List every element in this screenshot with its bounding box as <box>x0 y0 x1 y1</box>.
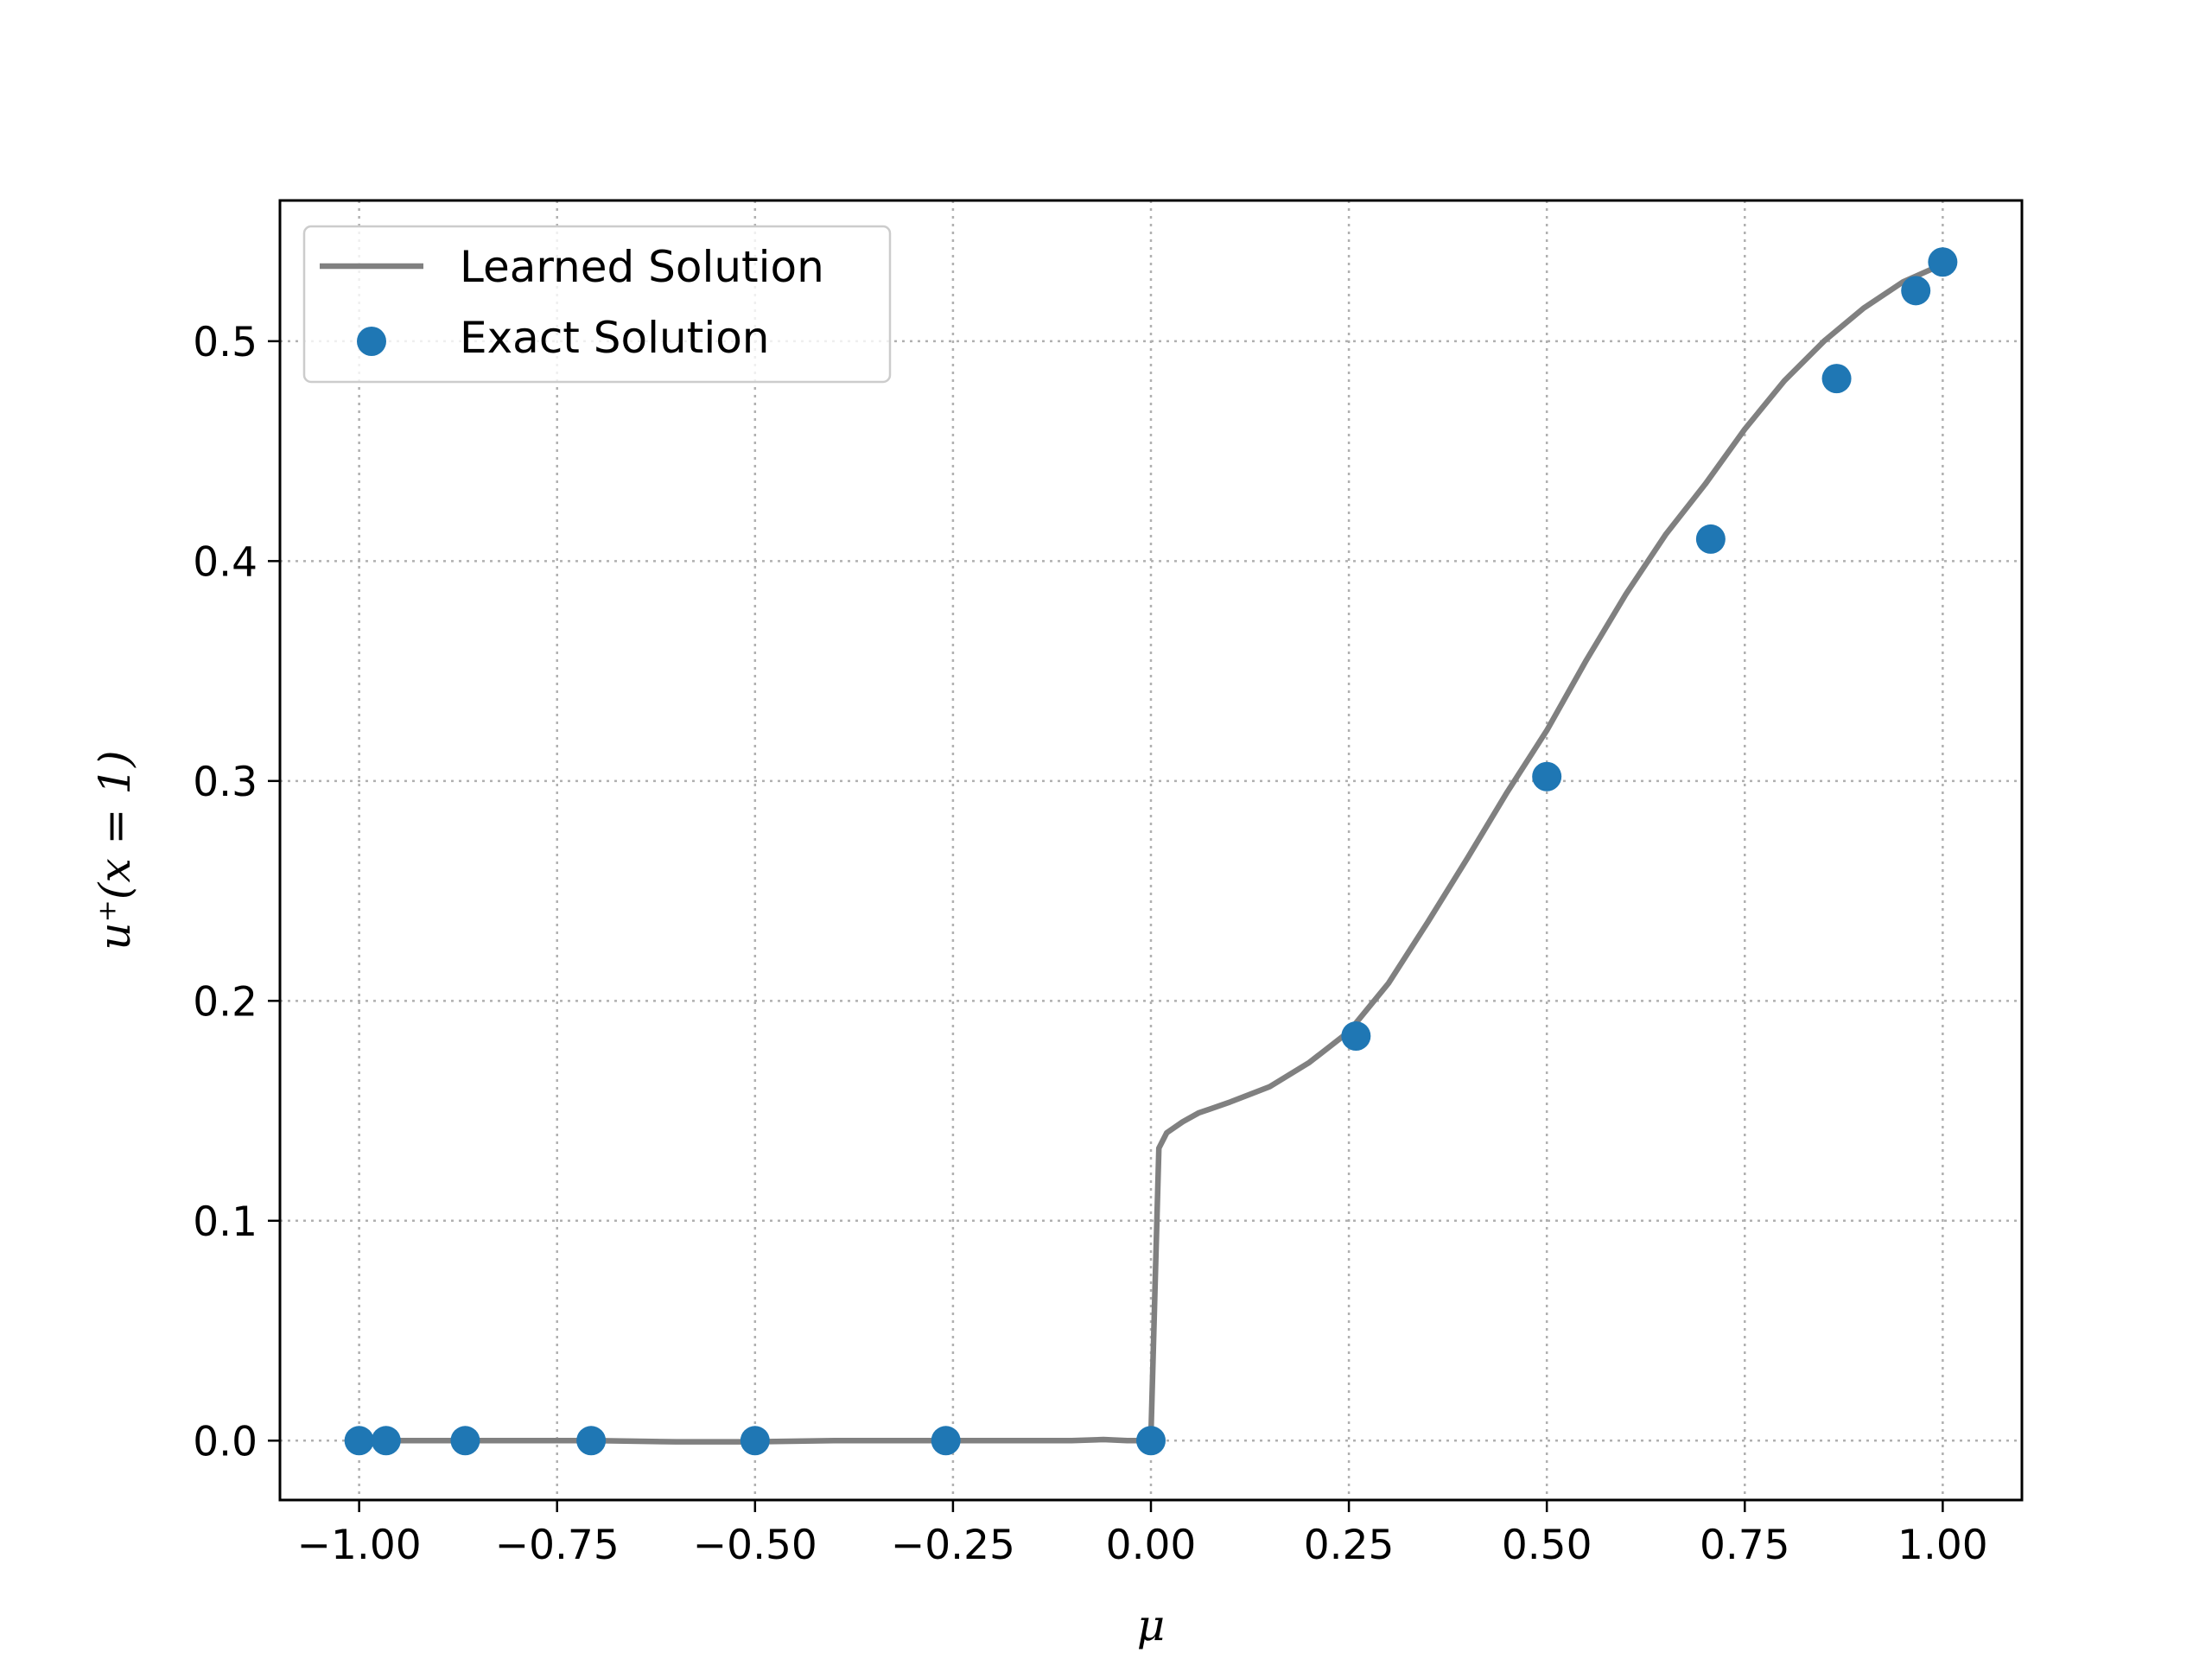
exact-solution-point <box>1821 364 1852 394</box>
x-tick-label: −0.75 <box>495 1522 620 1569</box>
exact-solution-point <box>1928 247 1958 277</box>
x-tick-label: 0.50 <box>1502 1522 1592 1569</box>
y-tick-label: 0.1 <box>193 1198 257 1246</box>
y-tick-label: 0.0 <box>193 1418 257 1465</box>
exact-solution-point <box>1532 761 1562 791</box>
exact-solution-point <box>931 1426 961 1456</box>
x-tick-label: −1.00 <box>297 1522 422 1569</box>
legend-label-learned: Learned Solution <box>460 242 824 292</box>
exact-solution-point <box>371 1426 401 1456</box>
legend: Learned Solution Exact Solution <box>302 225 892 384</box>
legend-label-exact: Exact Solution <box>460 313 770 363</box>
x-tick-label: 0.00 <box>1106 1522 1197 1569</box>
y-axis-label: u⁺(x = 1) <box>90 750 140 950</box>
y-tick-label: 0.5 <box>193 319 257 366</box>
x-axis: −1.00 −0.75 −0.50 −0.25 0.00 0.25 0.50 0.75 1.00 <box>297 1500 1988 1569</box>
exact-solution-point <box>1341 1021 1371 1052</box>
x-tick-label: −0.50 <box>693 1522 817 1569</box>
plot-area <box>344 247 1958 1456</box>
learned-solution-line <box>356 261 1946 1445</box>
exact-solution-point <box>740 1426 770 1456</box>
x-axis-label: μ <box>1137 1600 1166 1650</box>
y-tick-label: 0.3 <box>193 759 257 806</box>
y-tick-label: 0.2 <box>193 978 257 1026</box>
y-tick-label: 0.4 <box>193 538 257 586</box>
legend-box <box>302 225 892 384</box>
exact-solution-point <box>1695 524 1726 554</box>
exact-solution-point <box>1136 1426 1166 1456</box>
x-tick-label: 0.25 <box>1304 1522 1395 1569</box>
exact-solution-point <box>344 1426 374 1456</box>
exact-solution-point <box>450 1426 480 1456</box>
x-tick-label: −0.25 <box>891 1522 1015 1569</box>
legend-marker-swatch <box>357 327 386 356</box>
axes-frame <box>278 199 2024 1502</box>
x-tick-label: 1.00 <box>1897 1522 1988 1569</box>
exact-solution-point <box>1901 276 1931 306</box>
y-axis: 0.0 0.1 0.2 0.3 0.4 0.5 <box>193 319 280 1465</box>
x-tick-label: 0.75 <box>1700 1522 1790 1569</box>
exact-solution-point <box>576 1426 607 1456</box>
